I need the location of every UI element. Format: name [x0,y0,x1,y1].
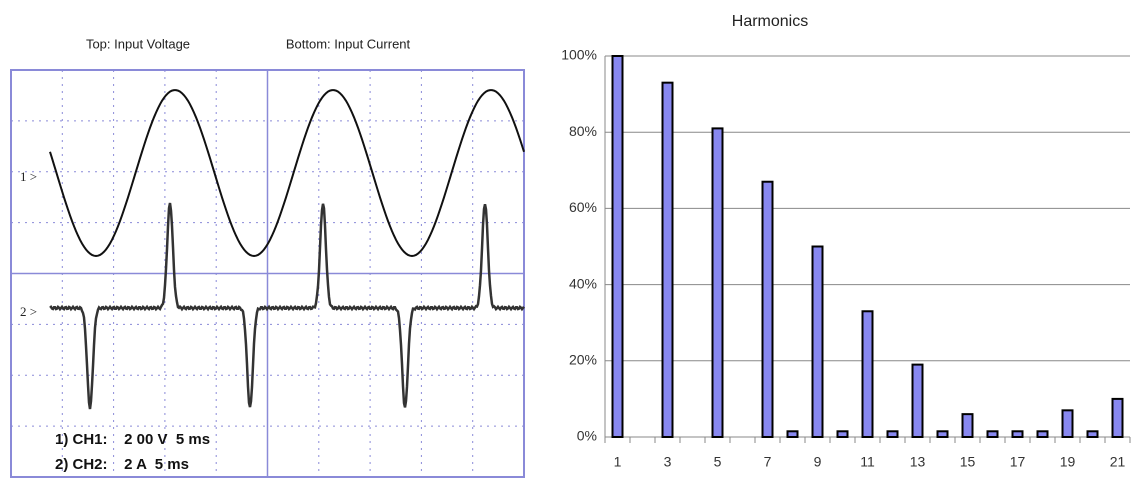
bottom-label: Bottom: Input Current [286,36,411,51]
y-tick-label: 0% [577,428,597,444]
x-tick-label: 3 [664,454,672,470]
ch1-setting: 1) CH1: 2 00 V 5 ms [55,431,210,448]
x-tick-label: 15 [960,454,976,470]
x-tick-label: 19 [1060,454,1076,470]
bar [913,365,923,437]
y-tick-label: 80% [569,123,597,139]
bar [863,311,873,437]
channel-1-marker: 1 > [20,169,37,184]
top-label: Top: Input Voltage [86,36,190,51]
bar [1013,431,1023,437]
bar [613,56,623,437]
x-tick-label: 17 [1010,454,1026,470]
x-tick-label: 1 [614,454,622,470]
bar [1088,431,1098,437]
bar [1038,431,1048,437]
bar [888,431,898,437]
bar [1063,410,1073,437]
x-tick-label: 11 [860,454,875,470]
chart-title: Harmonics [732,13,808,30]
y-tick-label: 20% [569,352,597,368]
page: Top: Input Voltage Bottom: Input Current… [0,0,1131,484]
bar [813,247,823,438]
bar [788,431,798,437]
bar [838,431,848,437]
x-tick-label: 21 [1110,454,1126,470]
bar [963,414,973,437]
x-tick-label: 13 [910,454,926,470]
bar [988,431,998,437]
y-tick-label: 60% [569,199,597,215]
y-tick-label: 100% [561,47,597,63]
oscilloscope: Top: Input Voltage Bottom: Input Current… [11,36,524,477]
x-tick-label: 5 [714,454,722,470]
ch2-setting: 2) CH2: 2 A 5 ms [55,456,189,473]
channel-2-marker: 2 > [20,304,37,319]
bar [663,83,673,437]
x-tick-label: 7 [764,454,772,470]
y-tick-label: 40% [569,275,597,291]
bar [938,431,948,437]
bar [1113,399,1123,437]
bar [713,128,723,437]
x-tick-label: 9 [814,454,822,470]
bar [763,182,773,437]
